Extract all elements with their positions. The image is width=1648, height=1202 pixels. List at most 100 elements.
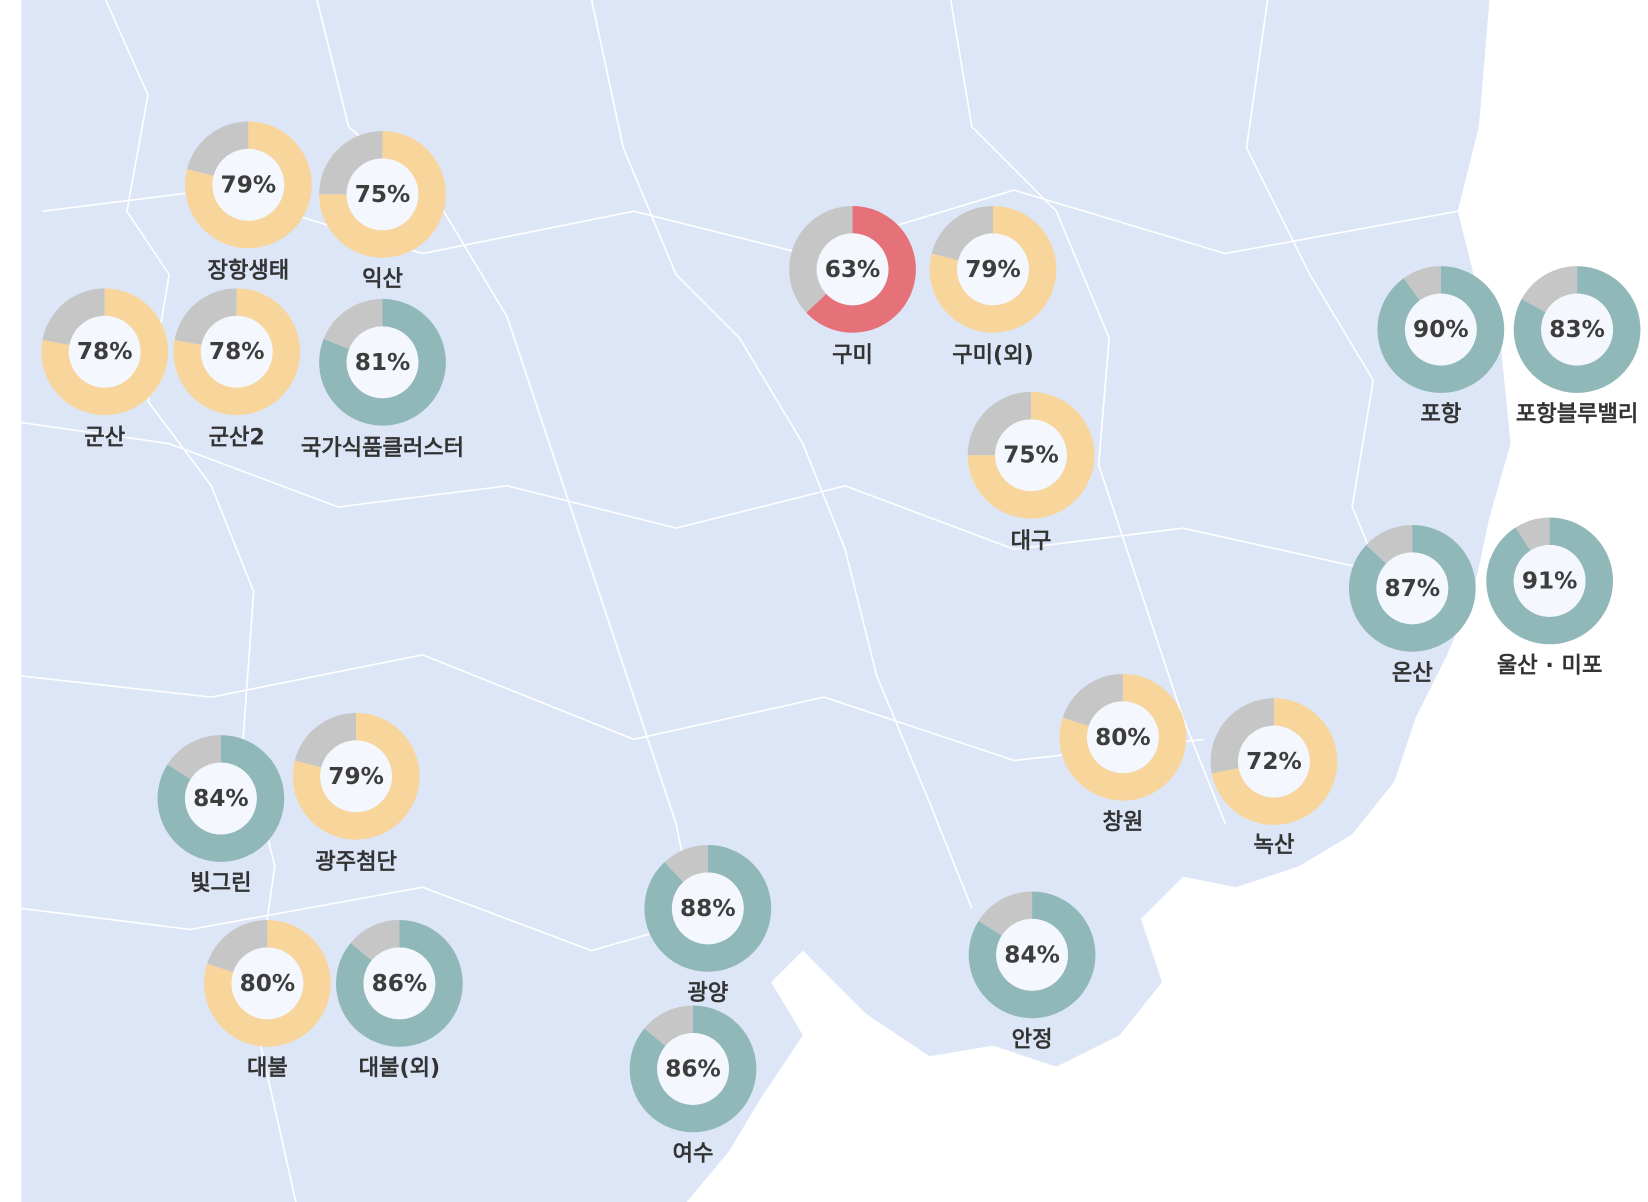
donut-hole <box>68 315 141 388</box>
donut-hole <box>957 233 1029 306</box>
percent-label: 90% <box>1413 316 1469 343</box>
donut-hole <box>346 158 419 231</box>
percent-label: 83% <box>1549 316 1605 343</box>
site-name: 포항블루밸리 <box>1516 401 1638 427</box>
percent-label: 88% <box>680 895 736 922</box>
donut-hole <box>200 315 273 388</box>
site-name: 익산 <box>362 266 403 292</box>
donut-remainder <box>1521 266 1578 313</box>
donut-marker: 79% 광주첨단 <box>292 712 420 875</box>
percent-label: 84% <box>1004 941 1060 968</box>
donut-marker: 78% 군산 <box>41 288 169 450</box>
donut-value <box>968 891 1096 1019</box>
donut-marker: 84% 안정 <box>968 891 1096 1052</box>
donut-marker: 79% 구미(외) <box>929 205 1057 368</box>
donut-marker: 80% 창원 <box>1059 673 1187 835</box>
donut-remainder <box>931 205 993 261</box>
donut-value <box>319 298 446 426</box>
donut-remainder <box>1366 524 1413 564</box>
percent-label: 79% <box>221 171 277 198</box>
donut-remainder <box>319 130 383 195</box>
percent-label: 79% <box>328 763 384 790</box>
site-name: 녹산 <box>1254 832 1295 858</box>
percent-label: 86% <box>665 1055 721 1082</box>
donut-marker: 83% 포항블루밸리 <box>1513 266 1641 427</box>
percent-label: 80% <box>240 970 296 997</box>
donut-marker: 72% 녹산 <box>1210 698 1338 858</box>
percent-label: 75% <box>355 181 411 208</box>
donut-remainder <box>350 919 400 961</box>
donut-marker: 75% 대구 <box>967 391 1095 554</box>
site-name: 군산2 <box>209 424 265 450</box>
site-name: 여수 <box>673 1140 714 1166</box>
site-name: 온산 <box>1392 660 1433 686</box>
site-name: 대불 <box>247 1055 288 1081</box>
donut-hole <box>816 233 889 306</box>
percent-label: 63% <box>825 256 881 283</box>
donut-hole <box>346 326 419 399</box>
donut-remainder <box>967 391 1032 456</box>
percent-label: 87% <box>1385 575 1441 602</box>
percent-label: 75% <box>1003 442 1059 469</box>
site-name: 창원 <box>1103 809 1144 835</box>
donut-hole <box>1404 293 1477 366</box>
site-name: 대구 <box>1011 528 1052 554</box>
site-name: 포항 <box>1420 401 1461 427</box>
donut-remainder <box>978 891 1033 936</box>
donut-remainder <box>323 298 383 350</box>
donut-remainder <box>42 288 105 345</box>
donut-hole <box>320 740 392 813</box>
donut-value <box>336 919 463 1047</box>
donut-remainder <box>186 121 249 176</box>
donut-hole <box>231 947 304 1020</box>
donut-remainder <box>207 919 268 973</box>
donut-remainder <box>1515 517 1550 551</box>
donut-remainder <box>644 1005 694 1047</box>
percent-label: 72% <box>1246 748 1302 775</box>
site-name: 광주첨단 <box>315 849 397 875</box>
donut-value <box>41 288 169 416</box>
percent-label: 78% <box>209 338 265 365</box>
donut-value <box>1059 673 1187 801</box>
donut-marker: 75% 익산 <box>319 130 446 292</box>
percent-label: 81% <box>355 349 411 376</box>
donut-marker: 81% 국가식품클러스터 <box>301 298 464 461</box>
donut-value <box>806 205 916 333</box>
percent-label: 84% <box>193 785 249 812</box>
donut-value <box>319 130 446 258</box>
donut-remainder <box>174 288 237 345</box>
donut-value <box>292 712 420 840</box>
site-name: 장항생태 <box>208 257 290 283</box>
donut-marker: 63% 구미 <box>789 205 916 368</box>
donut-remainder <box>1210 698 1274 774</box>
donut-hole <box>363 947 436 1020</box>
donut-value <box>644 844 772 972</box>
donut-hole <box>1376 552 1449 625</box>
donut-hole <box>671 872 744 945</box>
donut-value <box>157 735 285 862</box>
percent-label: 79% <box>965 256 1021 283</box>
donut-hole <box>657 1033 729 1105</box>
donut-marker: 84% 빛그린 <box>157 735 285 896</box>
donut-marker: 88% 광양 <box>644 844 772 1006</box>
donut-hole <box>1541 293 1614 366</box>
donut-hole <box>1238 725 1310 798</box>
donut-remainder <box>664 844 708 883</box>
donut-marker: 86% 여수 <box>629 1005 757 1166</box>
site-name: 안정 <box>1012 1026 1053 1052</box>
site-name: 광양 <box>687 980 728 1006</box>
donut-value <box>203 919 331 1047</box>
donut-marker: 90% 포항 <box>1377 266 1505 427</box>
site-name: 울산 · 미포 <box>1497 652 1602 678</box>
donut-hole <box>212 148 285 221</box>
donut-remainder <box>294 712 357 768</box>
donut-marker: 80% 대불 <box>203 919 331 1081</box>
site-name: 구미 <box>832 342 873 368</box>
percent-label: 91% <box>1522 567 1578 594</box>
percent-label: 80% <box>1095 724 1151 751</box>
donut-value <box>184 121 312 249</box>
donut-remainder <box>167 735 221 780</box>
percent-label: 86% <box>372 970 428 997</box>
percent-label: 78% <box>77 338 133 365</box>
donut-value <box>629 1005 757 1133</box>
